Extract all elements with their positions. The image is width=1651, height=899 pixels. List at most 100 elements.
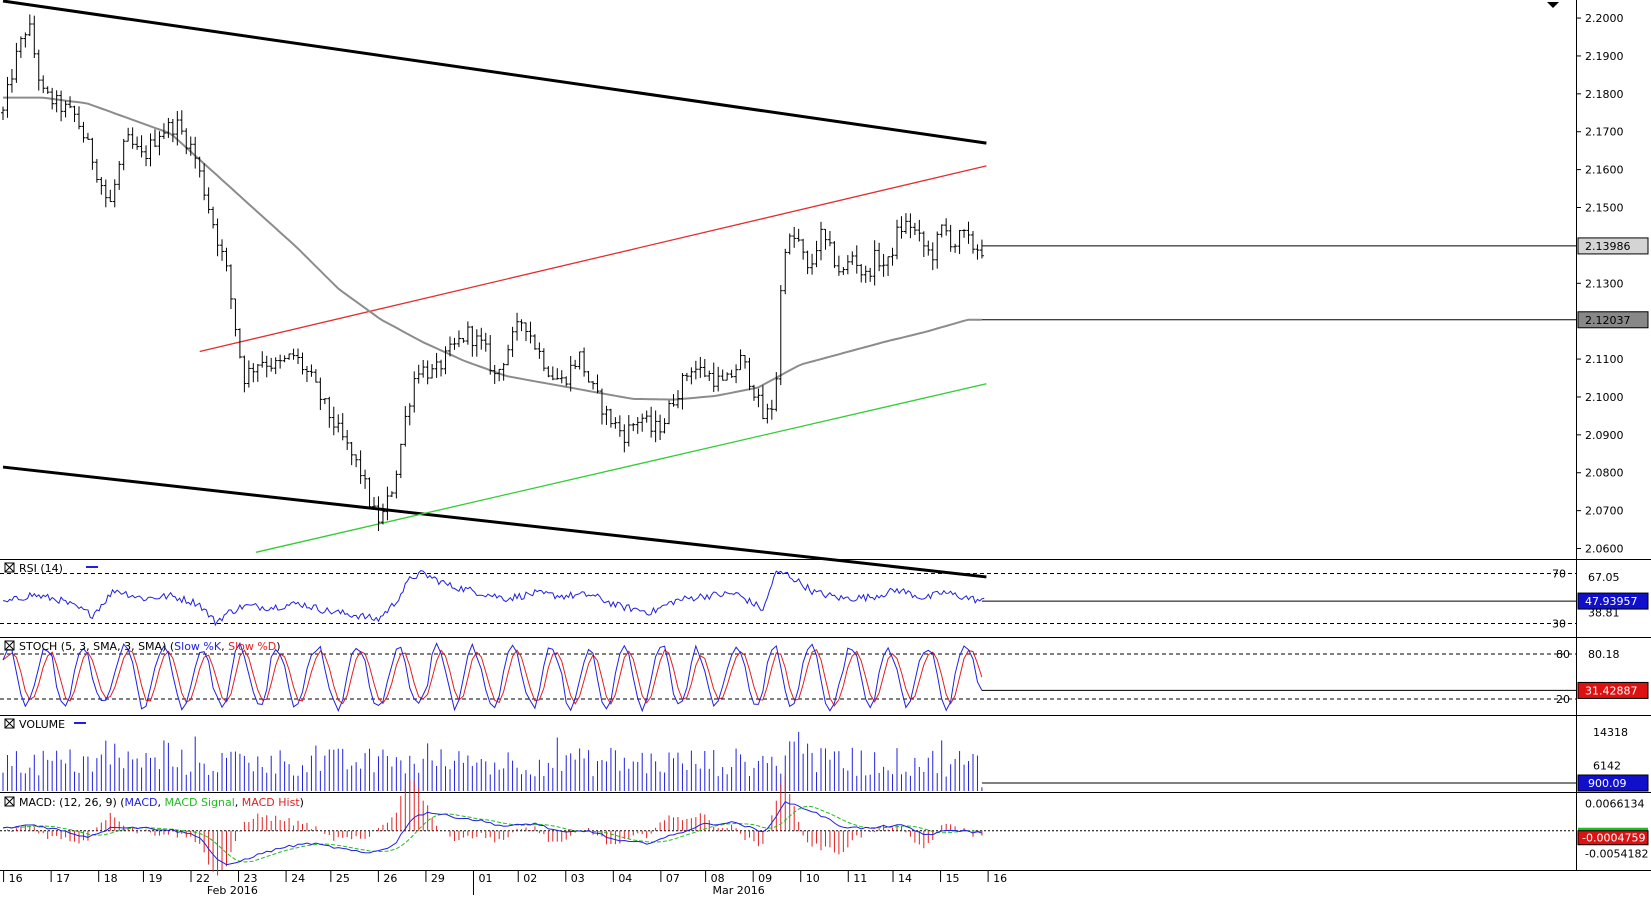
- volume-axis-label: 6142: [1593, 760, 1621, 773]
- price-axis-label: 2.1300: [1585, 277, 1624, 290]
- x-axis-day-label: 02: [523, 872, 537, 885]
- macd-axis: 0.0066134 -0.0054182 -0.0004759: [1577, 797, 1649, 860]
- price-axis-label: 2.0600: [1585, 543, 1624, 556]
- x-axis-day-label: 04: [618, 872, 632, 885]
- time-axis: 16 17 18 19 22 23 24 25 26 29 01 02 03 04 07 08 09 10 11 14…: [3, 870, 1007, 897]
- x-axis-day-label: 26: [383, 872, 397, 885]
- macd-signal-marker: [1578, 827, 1648, 831]
- stoch-k-line: [2, 641, 983, 713]
- volume-toggle-cross-icon: [4, 718, 15, 729]
- macd-value-badge: [1577, 830, 1649, 846]
- rsi-value-badge-label: 47.93957: [1585, 595, 1638, 608]
- macd-axis-label: 0.0066134: [1585, 797, 1645, 810]
- x-axis-day-label: 08: [711, 872, 725, 885]
- x-axis-day-label: 22: [196, 872, 210, 885]
- x-axis-day-label: 17: [56, 872, 70, 885]
- rsi-line: [2, 570, 985, 627]
- stoch-value-badge: [1577, 681, 1649, 699]
- price-badges: 2.13986 2.12037: [981, 237, 1649, 329]
- rsi-toggle-cross-icon: [4, 562, 15, 573]
- panel-corner-marker-icon: [1547, 2, 1559, 8]
- volume-panel: 14318 6142 900.09 VOLUME: [2, 718, 1649, 792]
- volume-bars: [2, 731, 983, 791]
- trend-line-support: [255, 383, 987, 553]
- price-axis-label: 2.1600: [1585, 164, 1624, 177]
- macd-legend: MACD: (12, 26, 9) (MACD, MACD Signal, MA…: [4, 796, 304, 809]
- trend-line-channel-top: [2, 0, 987, 145]
- price-axis-label: 2.1800: [1585, 88, 1624, 101]
- x-axis-month-label: Mar 2016: [712, 884, 764, 895]
- x-axis-day-label: 14: [898, 872, 912, 885]
- rsi-value-badge: [1577, 592, 1649, 610]
- stoch-panel: 80 20 80.18 31.42887 STOCH (5, 3, SMA, 3, …: [0, 640, 1649, 713]
- stoch-legend-label: STOCH (5, 3, SMA, 3, SMA): [19, 640, 166, 653]
- price-axis-label: 2.1500: [1585, 202, 1624, 215]
- macd-legend-sep2: ,: [235, 796, 242, 809]
- price-panel: 2.2000 2.1900 2.1800 2.1700 2.1600 2.1500 2.13…: [1, 0, 1649, 579]
- x-axis-day-label: 16: [993, 872, 1007, 885]
- stoch-axis-label: 80.18: [1588, 648, 1620, 661]
- macd-signal-line: [2, 805, 982, 863]
- trend-line-channel-bottom: [2, 465, 987, 579]
- volume-value-badge: [1577, 774, 1649, 792]
- volume-value-badge-label: 900.09: [1588, 777, 1627, 790]
- trend-lines: [2, 0, 987, 579]
- macd-line: [2, 801, 983, 866]
- x-axis-day-label: 09: [758, 872, 772, 885]
- rsi-level-label: 30: [1552, 618, 1566, 631]
- x-axis-month-label: Feb 2016: [207, 884, 258, 895]
- stoch-legend-close: ): [276, 640, 280, 653]
- volume-toggle-icon[interactable]: [4, 718, 15, 729]
- stoch-d-line: [2, 649, 983, 707]
- stoch-legend-d: Slow %D: [228, 640, 276, 653]
- stoch-level-label: 80: [1556, 648, 1570, 661]
- rsi-axis-label: 38.81: [1588, 606, 1620, 619]
- stoch-legend-space: (: [166, 640, 174, 653]
- x-axis-day-label: 03: [571, 872, 585, 885]
- stoch-toggle-cross-icon: [4, 640, 15, 651]
- stoch-legend-text: STOCH (5, 3, SMA, 3, SMA) (Slow %K, Slow…: [19, 640, 281, 653]
- x-axis-day-label: 11: [853, 872, 867, 885]
- price-axis: 2.2000 2.1900 2.1800 2.1700 2.1600 2.1500 2.13…: [1576, 12, 1624, 556]
- stoch-legend-sep: ,: [221, 640, 228, 653]
- x-axis-day-label: 18: [104, 872, 118, 885]
- ohlc-bars: [1, 14, 984, 531]
- trend-line-resistance: [199, 165, 987, 353]
- rsi-toggle-icon[interactable]: [4, 562, 15, 573]
- x-axis-day-label: 24: [291, 872, 305, 885]
- price-badge: [1577, 311, 1649, 329]
- stoch-legend-k: Slow %K: [174, 640, 222, 653]
- macd-toggle-icon[interactable]: [4, 796, 15, 807]
- price-axis-label: 2.0900: [1585, 429, 1624, 442]
- macd-legend-macd: MACD: [125, 796, 158, 809]
- stoch-toggle-icon[interactable]: [4, 640, 15, 651]
- volume-axis-label: 14318: [1593, 726, 1628, 739]
- volume-legend: VOLUME: [4, 718, 86, 731]
- stoch-axis: 80.18 31.42887: [981, 648, 1649, 699]
- price-badge-label: 2.13986: [1585, 240, 1631, 253]
- price-badge-label: 2.12037: [1585, 314, 1631, 327]
- macd-legend-signal: MACD Signal: [165, 796, 235, 809]
- macd-axis-label: -0.0054182: [1585, 847, 1648, 860]
- rsi-axis-label: 67.05: [1588, 571, 1620, 584]
- macd-legend-label: MACD: (12, 26, 9): [19, 796, 117, 809]
- price-axis-label: 2.0800: [1585, 467, 1624, 480]
- price-axis-label: 2.1000: [1585, 391, 1624, 404]
- x-axis-day-label: 07: [666, 872, 680, 885]
- x-axis-day-label: 19: [148, 872, 162, 885]
- x-axis-day-label: 01: [478, 872, 492, 885]
- stoch-legend: STOCH (5, 3, SMA, 3, SMA) (Slow %K, Slow…: [4, 640, 281, 653]
- stoch-value-badge-label: 31.42887: [1585, 684, 1638, 697]
- stoch-level-label: 20: [1556, 693, 1570, 706]
- volume-axis: 14318 6142 900.09: [981, 726, 1649, 792]
- price-axis-label: 2.1700: [1585, 126, 1624, 139]
- x-axis-day-label: 15: [946, 872, 960, 885]
- x-axis-day-label: 16: [9, 872, 23, 885]
- macd-legend-close: ): [300, 796, 304, 809]
- moving-average-line: [3, 96, 982, 401]
- macd-legend-text: MACD: (12, 26, 9) (MACD, MACD Signal, MA…: [19, 796, 304, 809]
- x-axis-day-label: 23: [244, 872, 258, 885]
